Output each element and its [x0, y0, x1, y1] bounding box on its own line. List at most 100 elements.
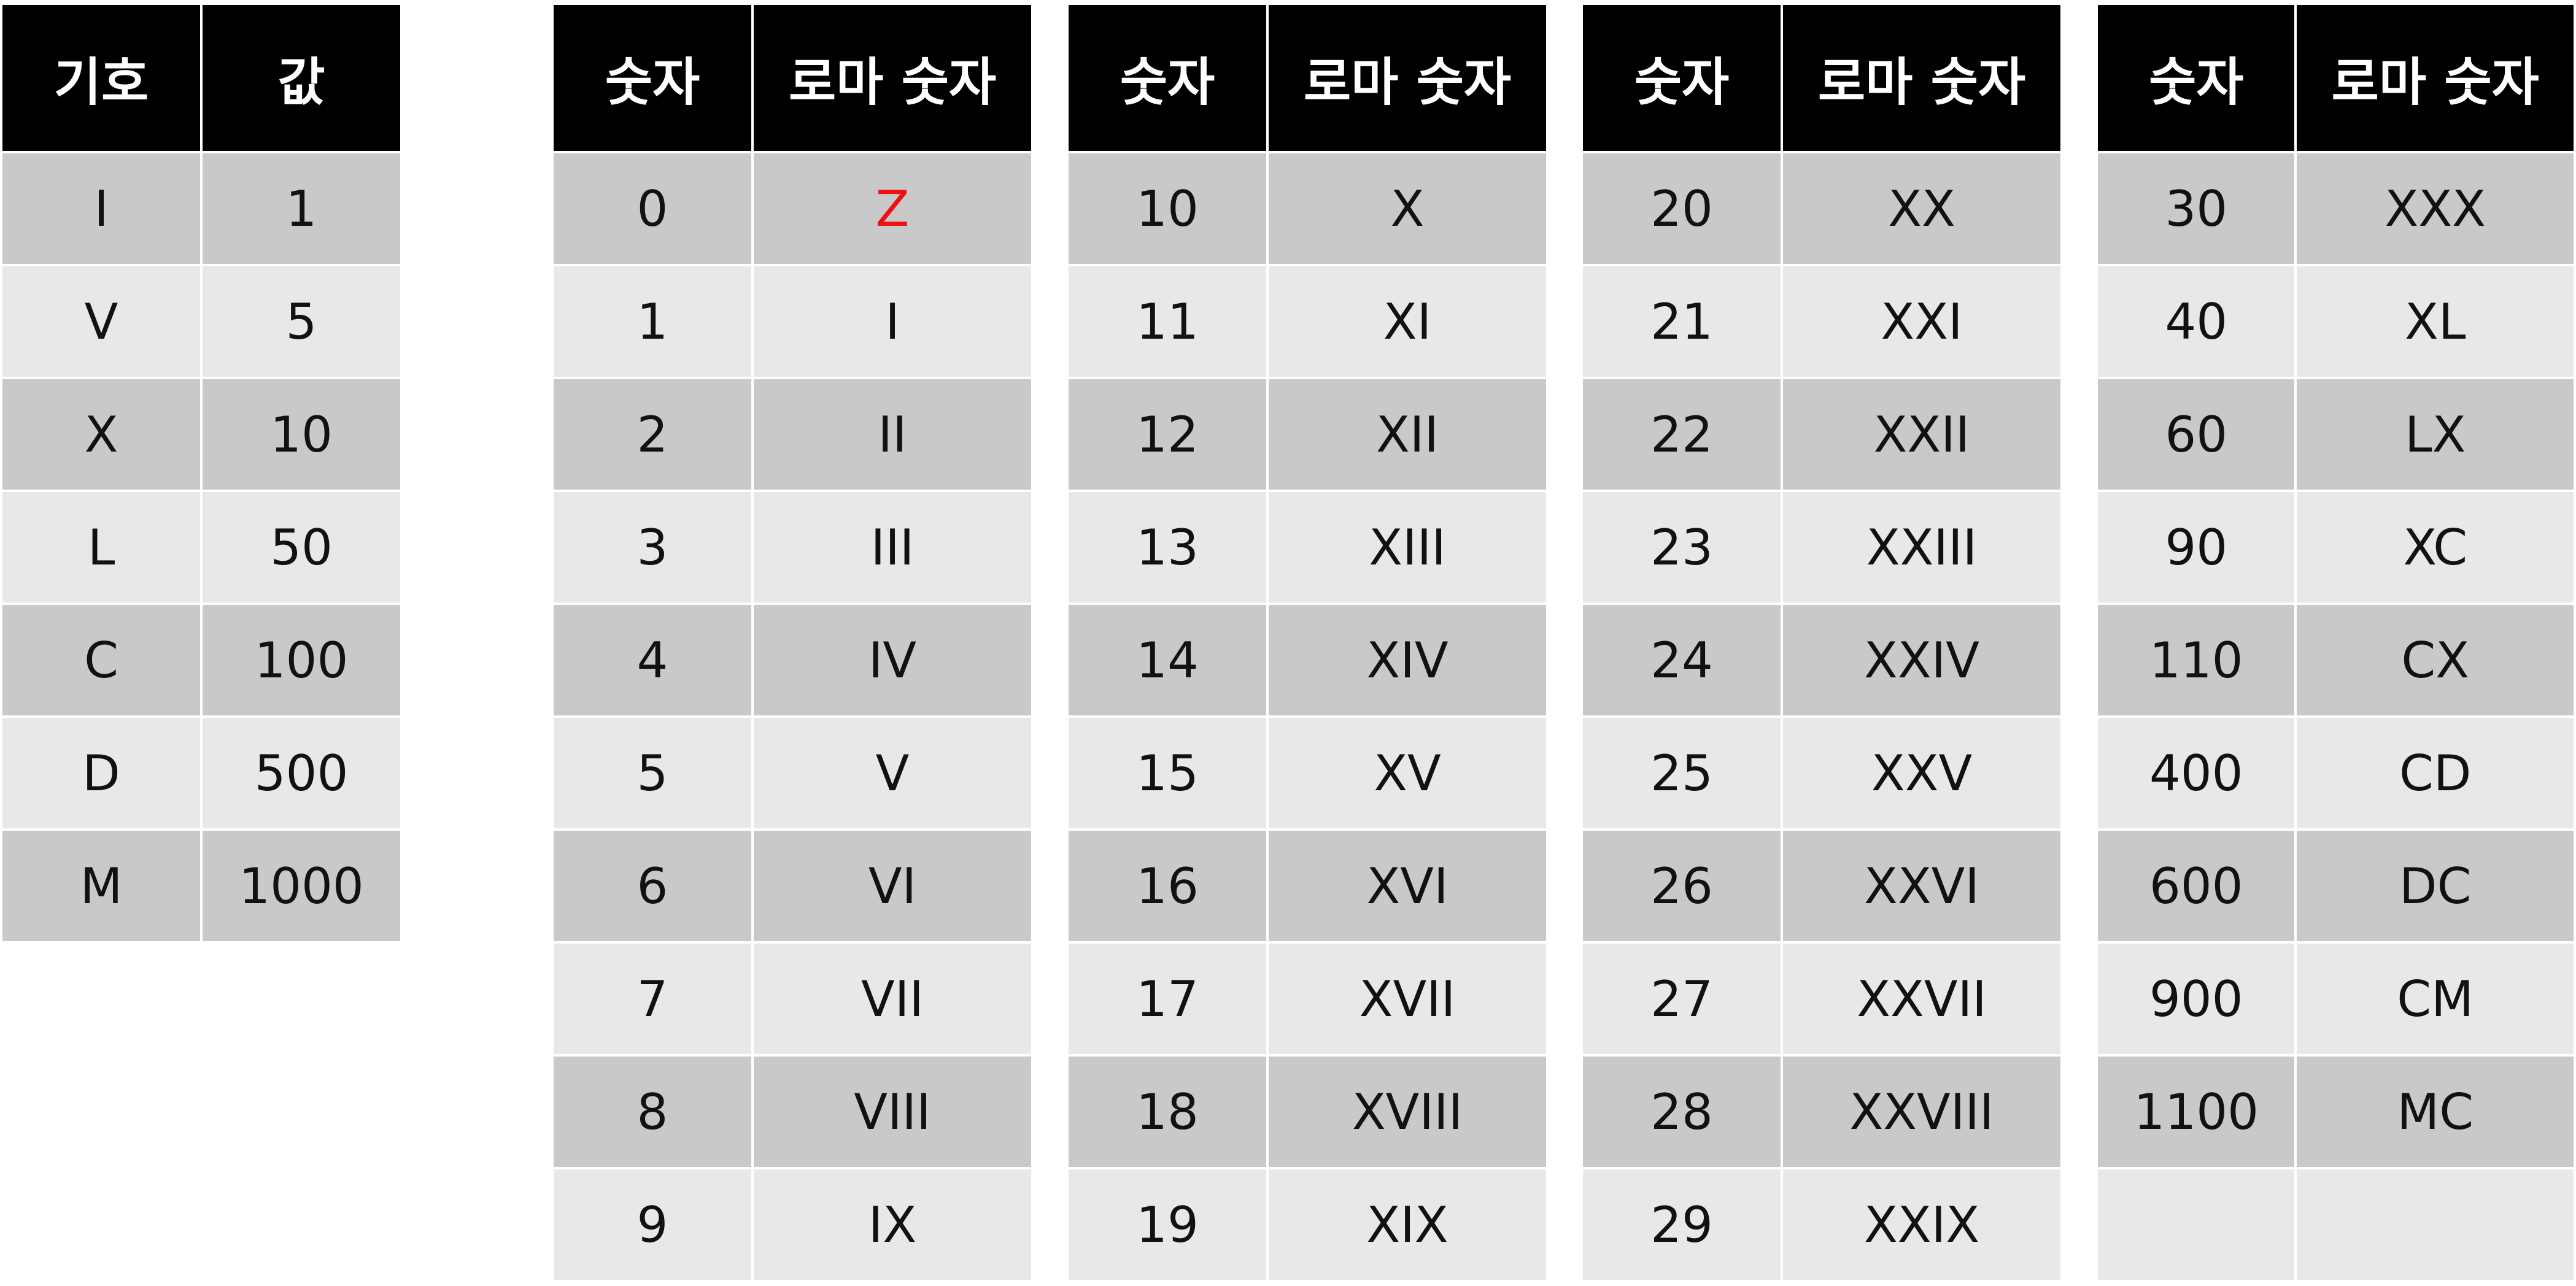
- symbol-cell: I: [0, 151, 203, 266]
- roman-cell: V: [751, 715, 1034, 831]
- roman-cell: III: [751, 490, 1034, 605]
- table-row: 30 XXX: [2095, 151, 2576, 266]
- table-header-row: 숫자 로마 숫자: [2095, 2, 2576, 153]
- roman-cell: MC: [2294, 1054, 2576, 1169]
- number-cell: 4: [551, 603, 754, 718]
- value-cell: 1: [200, 151, 403, 266]
- number-cell: 21: [1580, 264, 1783, 379]
- header-number: 숫자: [551, 2, 754, 153]
- roman-cell: XIII: [1266, 490, 1549, 605]
- table-row: 3 III: [551, 490, 1034, 605]
- table-row: 20 XX: [1580, 151, 2063, 266]
- symbol-cell: L: [0, 490, 203, 605]
- roman-cell: XVIII: [1266, 1054, 1549, 1169]
- number-cell: 60: [2095, 377, 2297, 492]
- roman-cell: CD: [2294, 715, 2576, 831]
- table-row: 26 XXVI: [1580, 828, 2063, 944]
- roman-cell: XXII: [1781, 377, 2063, 492]
- roman-cell: XX: [1781, 151, 2063, 266]
- roman-cell: CX: [2294, 603, 2576, 718]
- number-cell: 1: [551, 264, 754, 379]
- symbol-cell: M: [0, 828, 203, 944]
- table-row: 1100 MC: [2095, 1054, 2576, 1169]
- number-cell: 6: [551, 828, 754, 944]
- table-row: 110 CX: [2095, 603, 2576, 718]
- number-cell: 2: [551, 377, 754, 492]
- header-roman-numeral: 로마 숫자: [1781, 2, 2063, 153]
- roman-cell: VIII: [751, 1054, 1034, 1169]
- table-row: 14 XIV: [1066, 603, 1549, 718]
- table-row: 10 X: [1066, 151, 1549, 266]
- value-cell: 5: [200, 264, 403, 379]
- table-row: [2095, 1167, 2576, 1282]
- table-row: L 50: [0, 490, 403, 605]
- header-roman-numeral: 로마 숫자: [2294, 2, 2576, 153]
- number-cell: 20: [1580, 151, 1783, 266]
- table-header-row: 숫자 로마 숫자: [1580, 2, 2063, 153]
- table-row: 6 VI: [551, 828, 1034, 944]
- table-row: 17 XVII: [1066, 941, 1549, 1057]
- number-cell: 24: [1580, 603, 1783, 718]
- roman-cell: XXV: [1781, 715, 2063, 831]
- number-cell: 7: [551, 941, 754, 1057]
- value-cell: 50: [200, 490, 403, 605]
- roman-cell: XVI: [1266, 828, 1549, 944]
- numeral-table-10-19: 숫자 로마 숫자 10 X 11 XI 12 XII 13 XIII 14 XIV 15 X…: [1066, 2, 1549, 1282]
- number-cell: 8: [551, 1054, 754, 1169]
- roman-cell-highlighted: Z: [751, 151, 1034, 266]
- table-row: 12 XII: [1066, 377, 1549, 492]
- number-cell: 110: [2095, 603, 2297, 718]
- roman-cell: XIX: [1266, 1167, 1549, 1282]
- number-cell: 18: [1066, 1054, 1269, 1169]
- roman-cell: XXIII: [1781, 490, 2063, 605]
- header-symbol: 기호: [0, 2, 203, 153]
- table-row: C 100: [0, 603, 403, 718]
- table-row: 11 XI: [1066, 264, 1549, 379]
- number-cell: 40: [2095, 264, 2297, 379]
- table-row: 25 XXV: [1580, 715, 2063, 831]
- number-cell: 90: [2095, 490, 2297, 605]
- number-cell: 14: [1066, 603, 1269, 718]
- numeral-table-20-29: 숫자 로마 숫자 20 XX 21 XXI 22 XXII 23 XXIII 24 XXI…: [1580, 2, 2063, 1282]
- number-cell: 22: [1580, 377, 1783, 492]
- table-row: 16 XVI: [1066, 828, 1549, 944]
- roman-cell: XII: [1266, 377, 1549, 492]
- roman-cell: XXVIII: [1781, 1054, 2063, 1169]
- roman-cell: XIV: [1266, 603, 1549, 718]
- number-cell: 600: [2095, 828, 2297, 944]
- roman-cell: XVII: [1266, 941, 1549, 1057]
- table-row: 9 IX: [551, 1167, 1034, 1282]
- roman-cell: IX: [751, 1167, 1034, 1282]
- table-row: 18 XVIII: [1066, 1054, 1549, 1169]
- table-header-row: 기호 값: [0, 2, 403, 153]
- table-header-row: 숫자 로마 숫자: [1066, 2, 1549, 153]
- number-cell: 400: [2095, 715, 2297, 831]
- number-cell: 11: [1066, 264, 1269, 379]
- table-row: M 1000: [0, 828, 403, 944]
- header-number: 숫자: [1066, 2, 1269, 153]
- number-cell: 28: [1580, 1054, 1783, 1169]
- number-cell: 13: [1066, 490, 1269, 605]
- table-row: 22 XXII: [1580, 377, 2063, 492]
- number-cell: [2095, 1167, 2297, 1282]
- roman-cell: CM: [2294, 941, 2576, 1057]
- roman-cell: XXX: [2294, 151, 2576, 266]
- value-cell: 1000: [200, 828, 403, 944]
- header-roman-numeral: 로마 숫자: [751, 2, 1034, 153]
- number-cell: 29: [1580, 1167, 1783, 1282]
- value-cell: 100: [200, 603, 403, 718]
- roman-cell: XXI: [1781, 264, 2063, 379]
- table-row: 28 XXVIII: [1580, 1054, 2063, 1169]
- header-value: 값: [200, 2, 403, 153]
- table-row: 40 XL: [2095, 264, 2576, 379]
- table-row: D 500: [0, 715, 403, 831]
- number-cell: 16: [1066, 828, 1269, 944]
- header-roman-numeral: 로마 숫자: [1266, 2, 1549, 153]
- number-cell: 5: [551, 715, 754, 831]
- number-cell: 900: [2095, 941, 2297, 1057]
